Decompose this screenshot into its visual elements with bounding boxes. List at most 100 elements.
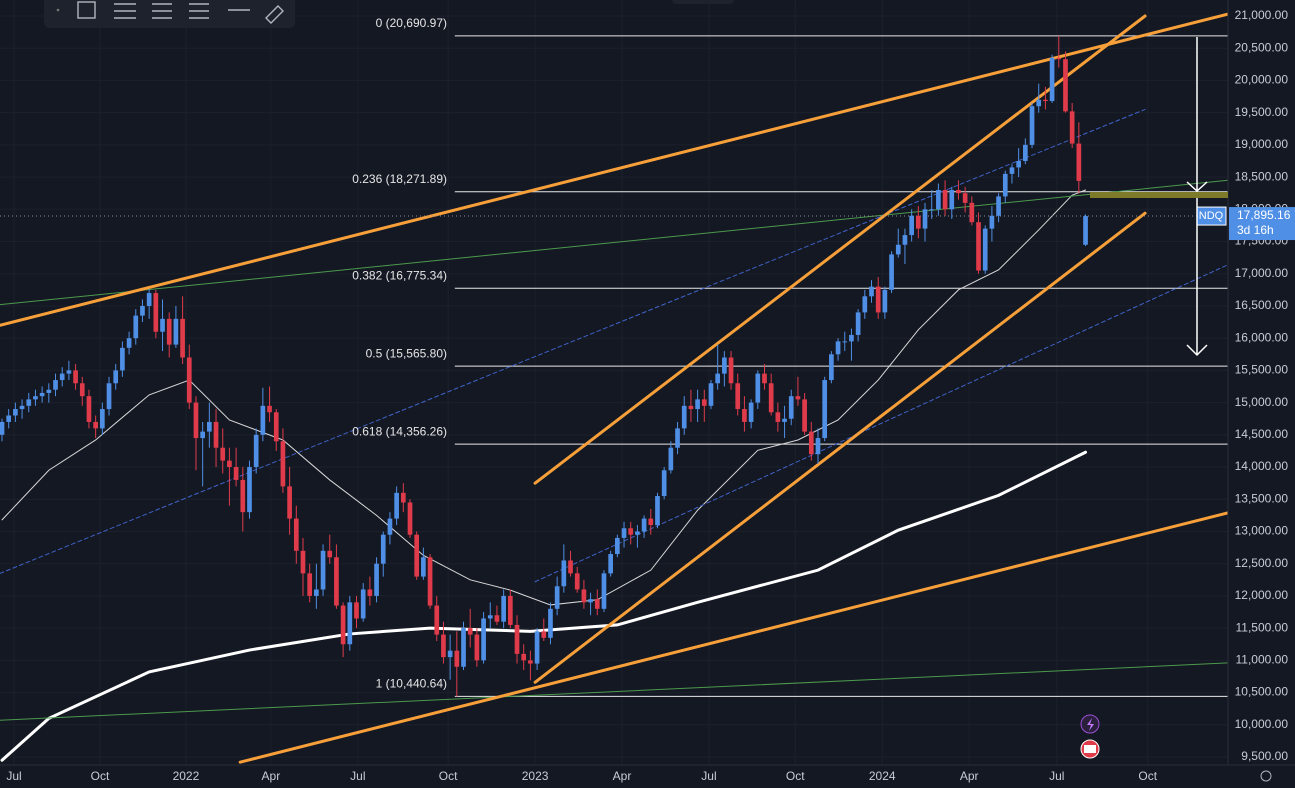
x-tick-label: Oct (786, 769, 805, 783)
candle-body (380, 534, 386, 564)
candle-body (735, 383, 741, 410)
candle-body (835, 341, 841, 355)
candle-body (1069, 111, 1075, 144)
candle-body (280, 441, 286, 487)
candle-body (461, 628, 466, 667)
candle-body (481, 618, 486, 661)
y-tick-label: 10,500.00 (1235, 685, 1289, 699)
candle-body (822, 380, 828, 439)
candle-body (53, 380, 58, 390)
candle-body (293, 518, 299, 551)
candle-body (842, 341, 848, 343)
candle-body (915, 215, 921, 229)
candle-body (802, 399, 807, 432)
candle-body (320, 550, 326, 590)
candle-body (1043, 99, 1048, 102)
y-tick-label: 10,000.00 (1235, 717, 1289, 731)
candle-body (528, 660, 533, 664)
y-tick-label: 15,500.00 (1235, 363, 1289, 377)
candle-body (568, 560, 573, 574)
candle-body (795, 396, 801, 400)
candle-body (427, 557, 433, 606)
candle-body (354, 602, 359, 619)
candle-body (768, 383, 774, 413)
candle-body (588, 599, 593, 603)
top-tab (672, 0, 734, 4)
candle-body (193, 402, 199, 439)
line (1, 189, 1087, 606)
y-tick-label: 13,000.00 (1235, 524, 1289, 538)
candle-body (976, 222, 981, 271)
candle-body (99, 409, 105, 429)
candle-body (1056, 57, 1062, 60)
candle-body (227, 460, 232, 468)
candle-body (414, 534, 420, 577)
x-tick-label: Jul (6, 769, 21, 783)
y-tick-label: 9,500.00 (1241, 749, 1288, 763)
x-tick-label: Oct (91, 769, 110, 783)
candle-body (173, 318, 179, 345)
candle-body (140, 305, 145, 316)
candle-body (661, 470, 667, 497)
candle-body (360, 589, 366, 619)
x-tick-label: 2023 (522, 769, 549, 783)
candle-body (574, 573, 580, 590)
tool-brush[interactable] (265, 5, 284, 24)
candle-body (421, 557, 426, 577)
line (0, 450, 1088, 762)
tool-lines[interactable] (114, 3, 136, 19)
candle-body (0, 421, 5, 435)
candle-body (240, 479, 246, 513)
tool-fib[interactable] (152, 3, 172, 19)
tool-levels[interactable] (189, 3, 209, 19)
settings-icon[interactable] (1260, 770, 1272, 782)
candle-body (929, 209, 935, 211)
candle-body (695, 399, 700, 410)
candle-body (561, 560, 567, 587)
toolbar-bg (44, 0, 295, 28)
candle-body (668, 447, 674, 471)
candle-body (829, 354, 834, 381)
candle-body (441, 634, 446, 658)
candle-body (186, 357, 192, 403)
candle-body (715, 373, 721, 384)
zone (1090, 192, 1228, 198)
candle-body (233, 467, 239, 480)
tool-rect[interactable] (77, 1, 96, 19)
candle-body (300, 550, 306, 574)
candle-body (340, 605, 346, 645)
candle-body (534, 631, 540, 664)
candle-body (541, 631, 547, 638)
candle-body (949, 189, 955, 210)
candle-body (608, 554, 613, 574)
candle-body (728, 357, 734, 384)
candle-body (942, 189, 948, 210)
line (533, 211, 1147, 684)
candle-body (701, 399, 707, 406)
candle-body (200, 431, 206, 439)
candle-body (400, 492, 406, 503)
candle-body (113, 370, 119, 384)
candle-body (507, 595, 513, 625)
candle-body (922, 209, 928, 229)
candle-body (675, 428, 680, 448)
candle-body (869, 286, 874, 297)
candle-body (407, 502, 413, 535)
candle-body (635, 531, 640, 535)
candle-body (895, 244, 901, 255)
candle-body (133, 315, 139, 339)
candle-body (207, 421, 212, 432)
line (0, 179, 1228, 306)
x-tick-label: Apr (262, 769, 281, 783)
y-tick-label: 14,500.00 (1235, 427, 1289, 441)
candle-body (160, 318, 165, 332)
grid (0, 0, 1228, 765)
candle-body (594, 599, 600, 609)
candle-body (1063, 59, 1068, 112)
candle-body (755, 373, 761, 403)
y-tick-label: 18,500.00 (1235, 169, 1289, 183)
candle-body (253, 434, 259, 468)
candle-body (681, 405, 687, 429)
drag-handle[interactable] (56, 8, 60, 12)
